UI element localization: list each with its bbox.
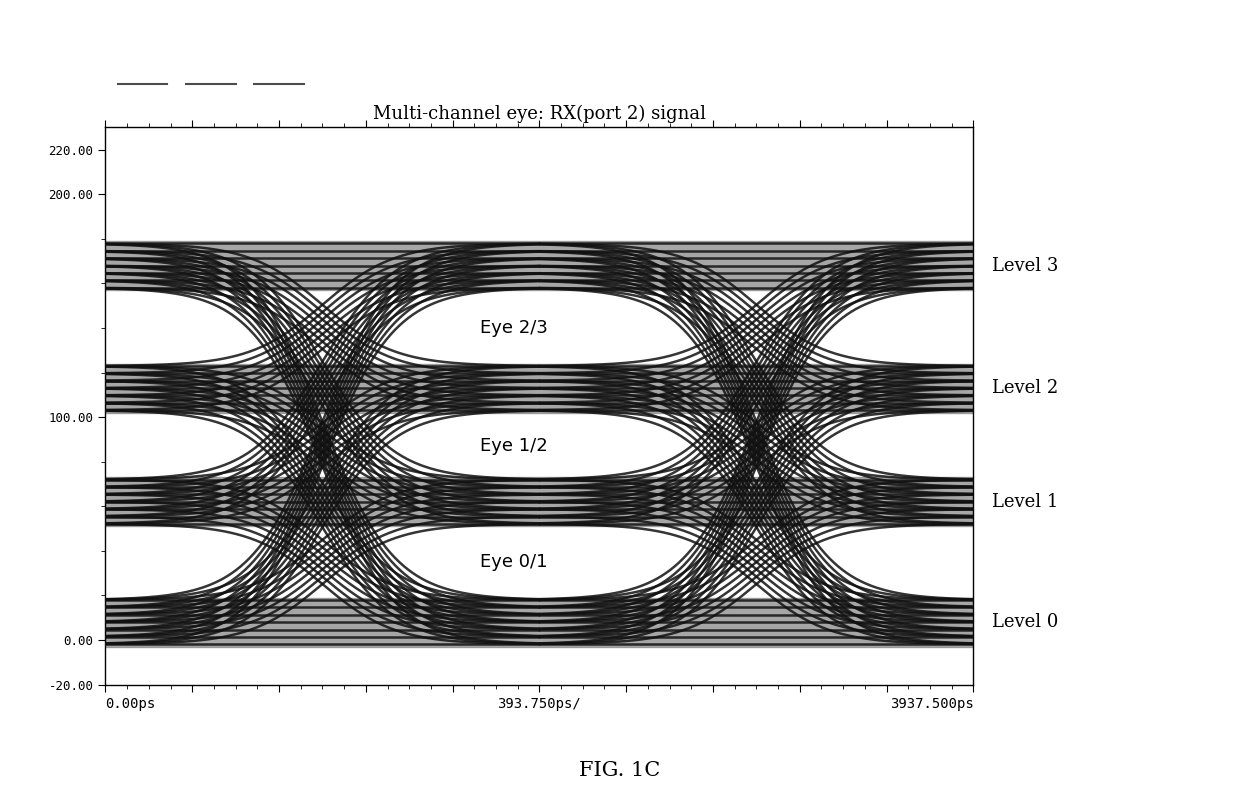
Text: Level 0: Level 0 bbox=[992, 613, 1059, 631]
Text: 0.00ps: 0.00ps bbox=[105, 697, 156, 712]
Bar bbox=[105, 364, 973, 412]
Text: Level 1: Level 1 bbox=[992, 493, 1059, 511]
Text: Level 3: Level 3 bbox=[992, 256, 1059, 275]
Text: Eye 0/1: Eye 0/1 bbox=[480, 553, 548, 571]
Text: 393.750ps/: 393.750ps/ bbox=[497, 697, 582, 712]
Bar bbox=[105, 241, 973, 290]
Text: FIG. 1C: FIG. 1C bbox=[579, 761, 661, 780]
Bar bbox=[105, 478, 973, 526]
Bar bbox=[105, 598, 973, 646]
Text: 3937.500ps: 3937.500ps bbox=[889, 697, 973, 712]
Text: Level 2: Level 2 bbox=[992, 379, 1058, 397]
Text: Eye 1/2: Eye 1/2 bbox=[480, 437, 548, 455]
Text: Eye 2/3: Eye 2/3 bbox=[480, 319, 548, 337]
Title: Multi-channel eye: RX(port 2) signal: Multi-channel eye: RX(port 2) signal bbox=[373, 105, 706, 123]
